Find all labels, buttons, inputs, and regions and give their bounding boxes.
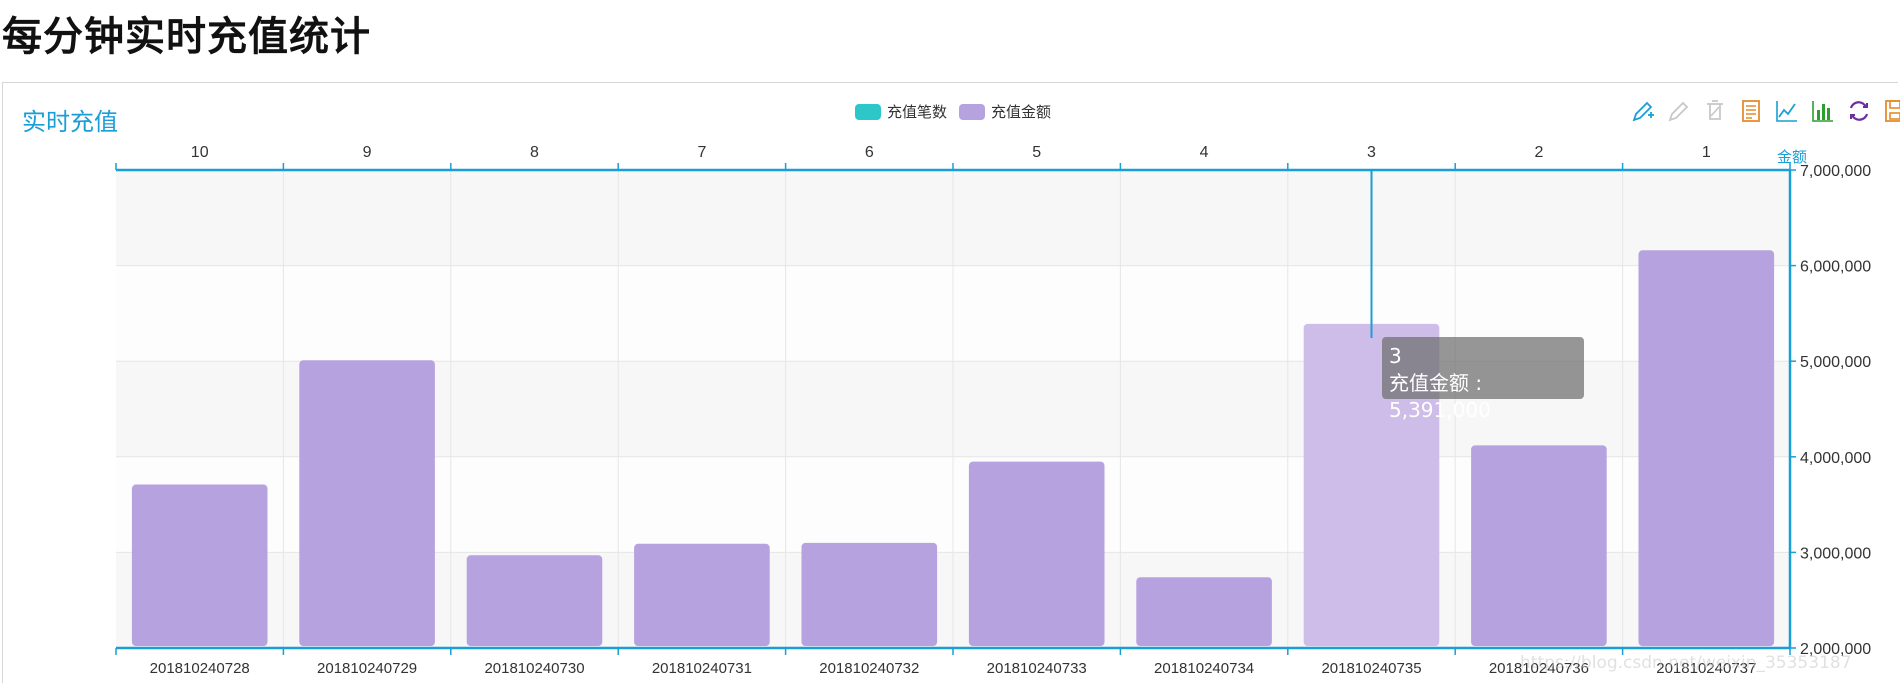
tooltip-value: 5,391,000 — [1389, 398, 1491, 422]
x-tick-label-bottom: 201810240733 — [987, 660, 1087, 677]
y-tick-label: 3,000,000 — [1800, 545, 1871, 562]
bar-chart-icon[interactable] — [1810, 98, 1836, 124]
legend-label-amount: 充值金额 — [991, 104, 1052, 121]
x-tick-label-bottom: 201810240729 — [317, 660, 417, 677]
data-view-icon[interactable] — [1738, 98, 1764, 124]
mark-icon[interactable] — [1630, 98, 1656, 124]
x-tick-label-bottom: 201810240736 — [1489, 660, 1589, 677]
x-tick-label-top: 7 — [697, 144, 706, 161]
legend-swatch-amount — [959, 103, 986, 120]
tooltip-category: 3 — [1389, 344, 1402, 368]
bar-201810240734[interactable] — [1136, 577, 1272, 646]
x-tick-label-top: 9 — [363, 144, 372, 161]
bar-201810240737[interactable] — [1638, 250, 1775, 646]
x-tick-label-bottom: 201810240735 — [1321, 660, 1421, 677]
bar-201810240731[interactable] — [634, 543, 770, 646]
x-tick-label-top: 8 — [530, 144, 539, 161]
y-tick-label: 6,000,000 — [1800, 259, 1871, 276]
x-tick-label-top: 3 — [1367, 144, 1376, 161]
x-tick-label-top: 6 — [865, 144, 874, 161]
tooltip-series-name: 充值金额 — [1389, 371, 1469, 395]
chart-legend: 充值笔数 充值金额 — [855, 101, 1051, 122]
y-tick-label: 5,000,000 — [1800, 354, 1871, 371]
bar-201810240735[interactable] — [1303, 323, 1440, 646]
bar-201810240728[interactable] — [131, 484, 268, 646]
x-tick-label-top: 4 — [1200, 144, 1209, 161]
restore-icon[interactable] — [1846, 98, 1872, 124]
page-title: 每分钟实时充值统计 — [2, 14, 371, 60]
mark-clear-icon[interactable] — [1702, 98, 1728, 124]
y-tick-label: 7,000,000 — [1800, 163, 1871, 180]
legend-label-count: 充值笔数 — [887, 104, 948, 121]
line-chart-icon[interactable] — [1774, 98, 1800, 124]
x-tick-label-top: 5 — [1032, 144, 1041, 161]
tooltip-value-line: 充值金额 : 5,391,000 — [1389, 371, 1491, 422]
y-tick-label: 4,000,000 — [1800, 450, 1871, 467]
mark-undo-icon[interactable] — [1666, 98, 1692, 124]
x-tick-label-bottom: 201810240730 — [484, 660, 584, 677]
chart-tooltip: 3 充值金额 : 5,391,000 — [1382, 337, 1584, 422]
x-tick-label-bottom: 201810240732 — [819, 660, 919, 677]
bar-201810240736[interactable] — [1471, 445, 1607, 646]
x-tick-label-bottom: 201810240737 — [1656, 660, 1756, 677]
watermark: https://blog.csdn.net/weixin_35353187 — [1520, 653, 1852, 673]
x-tick-label-bottom: 201810240728 — [150, 660, 250, 677]
chart-title: 实时充值 — [22, 108, 118, 136]
chart-panel — [2, 82, 1898, 683]
bar-201810240729[interactable] — [299, 360, 435, 646]
bar-201810240730[interactable] — [466, 555, 603, 646]
bar-201810240732[interactable] — [801, 542, 938, 646]
y-tick-label: 2,000,000 — [1800, 641, 1871, 658]
legend-item-count[interactable]: 充值笔数 — [855, 101, 947, 122]
bar-201810240733[interactable] — [968, 461, 1105, 646]
save-image-icon[interactable] — [1882, 98, 1900, 124]
x-tick-label-top: 10 — [191, 144, 209, 161]
chart-toolbox — [1630, 98, 1900, 124]
x-tick-label-bottom: 201810240731 — [652, 660, 752, 677]
y-axis-name: 金额 — [1777, 148, 1807, 166]
x-tick-label-bottom: 201810240734 — [1154, 660, 1254, 677]
x-tick-label-top: 2 — [1534, 144, 1543, 161]
x-tick-label-top: 1 — [1702, 144, 1711, 161]
legend-swatch-count — [855, 103, 881, 120]
legend-item-amount[interactable]: 充值金额 — [959, 101, 1051, 122]
